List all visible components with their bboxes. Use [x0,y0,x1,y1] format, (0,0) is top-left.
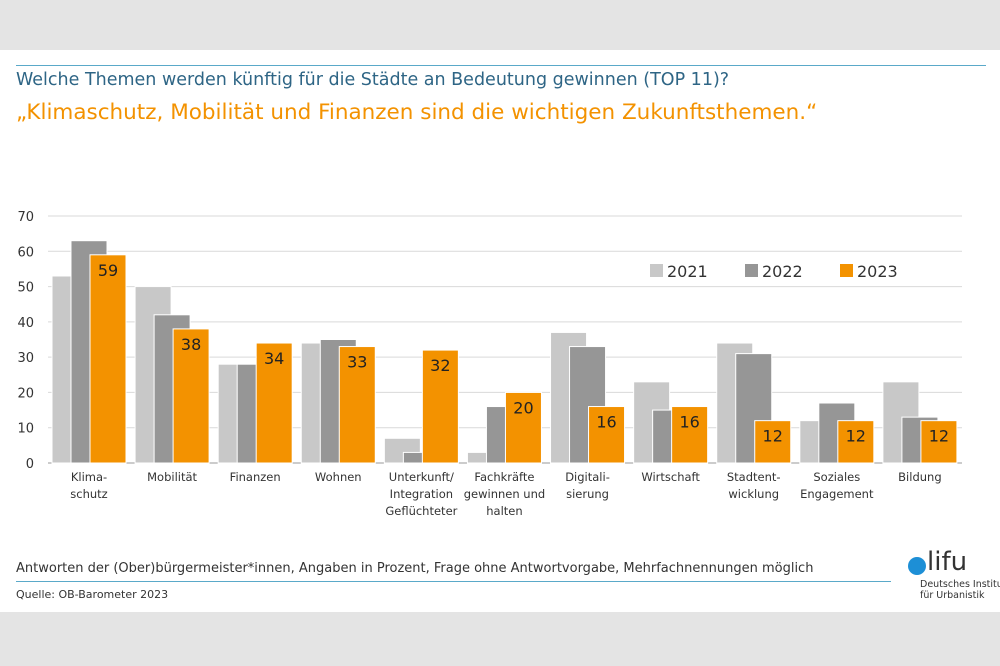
category-label: sierung [566,487,609,501]
legend-label: 2022 [762,262,803,281]
question-title: Welche Themen werden künftig für die Stä… [16,70,730,90]
category-label: Bildung [898,470,941,484]
y-tick-label: 20 [17,386,34,401]
legend-swatch [840,264,853,277]
category-label: Engagement [800,487,874,501]
bar-2023 [671,406,709,464]
bar-2023 [920,420,958,464]
bar-2023 [172,328,210,464]
data-label: 34 [264,349,284,368]
legend-swatch [745,264,758,277]
headline: „Klimaschutz, Mobilität und Finanzen sin… [16,100,818,125]
top-rule [16,65,986,66]
y-tick-label: 60 [17,245,34,260]
y-tick-label: 10 [17,422,34,437]
data-label: 12 [763,427,783,446]
bar-2023 [588,406,626,464]
data-label: 16 [596,413,616,432]
category-label: Stadtent- [727,470,781,484]
category-label: gewinnen und [464,487,545,501]
category-label: Geflüchteter [385,504,457,518]
category-label: Unterkunft/ [389,470,454,484]
legend-label: 2021 [667,262,708,281]
data-label: 59 [98,261,118,280]
category-label: Klima- [71,470,107,484]
y-tick-label: 40 [17,316,34,331]
logo-line2: für Urbanistik [920,590,985,601]
category-label: halten [486,504,522,518]
category-label: Wohnen [315,470,362,484]
data-label: 12 [846,427,866,446]
data-label: 20 [513,398,533,417]
footnote: Antworten der (Ober)bürgermeister*innen,… [16,561,814,576]
category-label: Fachkräfte [474,470,534,484]
bar-2023 [421,349,459,464]
y-tick-label: 0 [26,457,34,472]
category-label: Soziales [813,470,860,484]
logo-dot-icon [908,557,926,575]
category-label: wicklung [728,487,779,501]
bar-2023 [837,420,875,464]
category-label: Mobilität [147,470,197,484]
category-label: Digitali- [565,470,610,484]
data-label: 12 [929,427,949,446]
category-label: Wirtschaft [641,470,700,484]
y-tick-label: 30 [17,351,34,366]
bar-2023 [89,254,127,464]
category-label: schutz [70,487,107,501]
bar-2023 [504,391,542,464]
data-label: 38 [181,335,201,354]
logo-line1: Deutsches Institut [920,579,1000,590]
bar-2023 [338,346,376,464]
bar-2023 [754,420,792,464]
bar-2023 [255,342,293,464]
source: Quelle: OB-Barometer 2023 [16,588,169,601]
logo-word: lifu [927,547,968,577]
category-label: Finanzen [230,470,281,484]
footer-rule [16,581,891,582]
data-label: 33 [347,353,367,372]
category-label: Integration [390,487,453,501]
legend-label: 2023 [857,262,898,281]
data-label: 16 [679,413,699,432]
data-label: 32 [430,356,450,375]
legend-swatch [650,264,663,277]
y-tick-label: 70 [17,210,34,225]
y-tick-label: 50 [17,281,34,296]
